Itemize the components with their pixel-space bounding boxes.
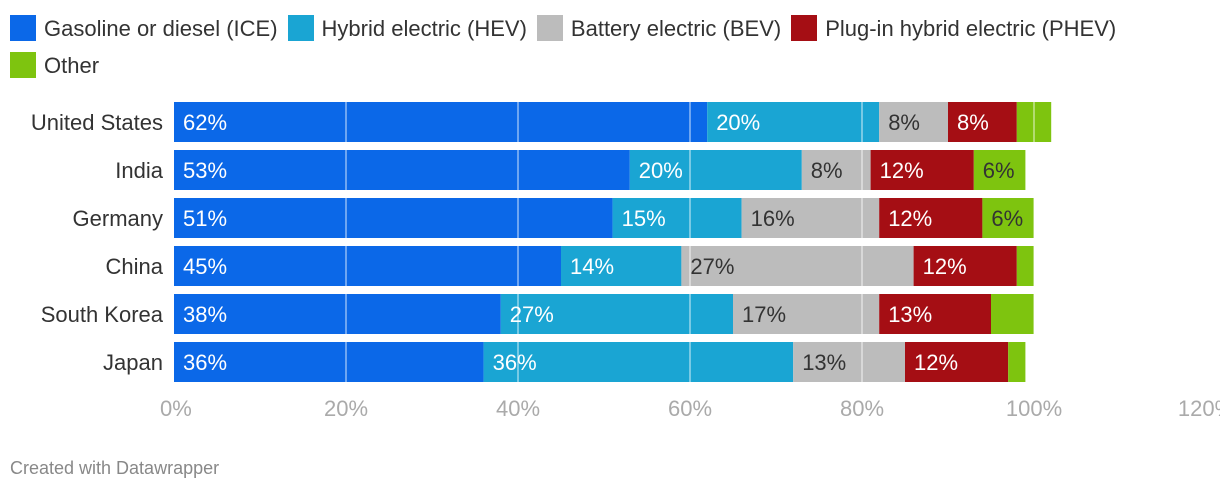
data-label: 6% xyxy=(983,158,1015,183)
bar-segment xyxy=(879,198,983,238)
credit-footer: Created with Datawrapper xyxy=(10,458,220,478)
category-label: South Korea xyxy=(41,302,164,327)
x-tick-label: 120% xyxy=(1178,396,1220,421)
legend-item: Plug-in hybrid electric (PHEV) xyxy=(791,10,1116,47)
data-label: 13% xyxy=(888,302,932,327)
bar-segment xyxy=(1008,342,1026,382)
bar-segment xyxy=(629,150,802,190)
legend-item: Other xyxy=(10,47,99,84)
data-label: 15% xyxy=(622,206,666,231)
data-label: 12% xyxy=(888,206,932,231)
data-label: 20% xyxy=(716,110,760,135)
data-label: 27% xyxy=(510,302,554,327)
bar-segment xyxy=(681,246,914,286)
x-tick-label: 0% xyxy=(160,396,192,421)
bar-segment xyxy=(905,342,1009,382)
bar-segment xyxy=(982,198,1034,238)
data-label: 17% xyxy=(742,302,786,327)
bar-segment xyxy=(801,150,871,190)
category-label: United States xyxy=(31,110,163,135)
bar-segment xyxy=(991,294,1034,334)
bar-segment xyxy=(741,198,880,238)
data-label: 27% xyxy=(690,254,734,279)
legend-label: Plug-in hybrid electric (PHEV) xyxy=(825,16,1117,41)
legend-item: Gasoline or diesel (ICE) xyxy=(10,10,278,47)
bar-segment xyxy=(733,294,880,334)
data-label: 38% xyxy=(183,302,227,327)
bar-segment xyxy=(793,342,905,382)
data-label: 6% xyxy=(991,206,1023,231)
data-label: 20% xyxy=(639,158,683,183)
bar-segment xyxy=(870,150,974,190)
data-label: 36% xyxy=(183,350,227,375)
legend-label: Battery electric (BEV) xyxy=(570,16,782,41)
bar-segment xyxy=(174,342,484,382)
bar-segment xyxy=(707,102,880,142)
bar-segment xyxy=(483,342,794,382)
legend-swatch xyxy=(10,52,36,78)
data-label: 51% xyxy=(183,206,227,231)
category-label: China xyxy=(106,254,164,279)
x-tick-label: 40% xyxy=(496,396,540,421)
bars-group: 62% 20% 8% 8% 53% 20% 8% 12% 6% 51% 15% 16% 12% 6% 45%… xyxy=(174,102,1052,382)
category-label: India xyxy=(115,158,163,183)
data-label: 12% xyxy=(923,254,967,279)
data-label: 14% xyxy=(570,254,614,279)
bar-segment xyxy=(561,246,682,286)
legend-label: Hybrid electric (HEV) xyxy=(321,16,527,41)
data-label: 45% xyxy=(183,254,227,279)
data-label: 8% xyxy=(957,110,989,135)
bar-segment xyxy=(500,294,733,334)
x-tick-label: 80% xyxy=(840,396,884,421)
data-label: 36% xyxy=(493,350,537,375)
bar-segment xyxy=(174,198,613,238)
legend-item: Battery electric (BEV) xyxy=(536,10,782,47)
bar-segment xyxy=(879,294,991,334)
bar-segment xyxy=(174,150,630,190)
data-label: 16% xyxy=(751,206,795,231)
bar-segment xyxy=(174,246,561,286)
legend-item: Hybrid electric (HEV) xyxy=(287,10,527,47)
bar-segment xyxy=(879,102,948,142)
bar-segment xyxy=(612,198,742,238)
bar-segment xyxy=(948,102,1017,142)
x-tick-label: 20% xyxy=(324,396,368,421)
x-tick-label: 100% xyxy=(1006,396,1062,421)
legend-label: Other xyxy=(44,53,100,78)
bar-segment xyxy=(973,150,1026,190)
legend-swatch xyxy=(287,15,314,41)
category-label: Germany xyxy=(73,206,163,231)
data-label: 12% xyxy=(914,350,958,375)
legend-swatch xyxy=(791,15,818,41)
chart-legend: Gasoline or diesel (ICE) Hybrid electric … xyxy=(10,10,1200,84)
x-tick-label: 60% xyxy=(668,396,712,421)
data-label: 8% xyxy=(888,110,920,135)
stacked-bar-chart: 62% 20% 8% 8% 53% 20% 8% 12% 6% 51% 15% 16% 12% 6% 45%… xyxy=(31,102,1220,421)
legend-swatch xyxy=(10,15,36,41)
legend-swatch xyxy=(536,15,563,41)
bar-segment xyxy=(913,246,1017,286)
category-label: Japan xyxy=(103,350,163,375)
bar-segment xyxy=(174,102,708,142)
data-label: 62% xyxy=(183,110,227,135)
legend-label: Gasoline or diesel (ICE) xyxy=(44,16,278,41)
bar-segment xyxy=(174,294,501,334)
data-label: 12% xyxy=(880,158,924,183)
bar-segment xyxy=(1016,246,1034,286)
data-label: 13% xyxy=(802,350,846,375)
data-label: 53% xyxy=(183,158,227,183)
data-label: 8% xyxy=(811,158,843,183)
